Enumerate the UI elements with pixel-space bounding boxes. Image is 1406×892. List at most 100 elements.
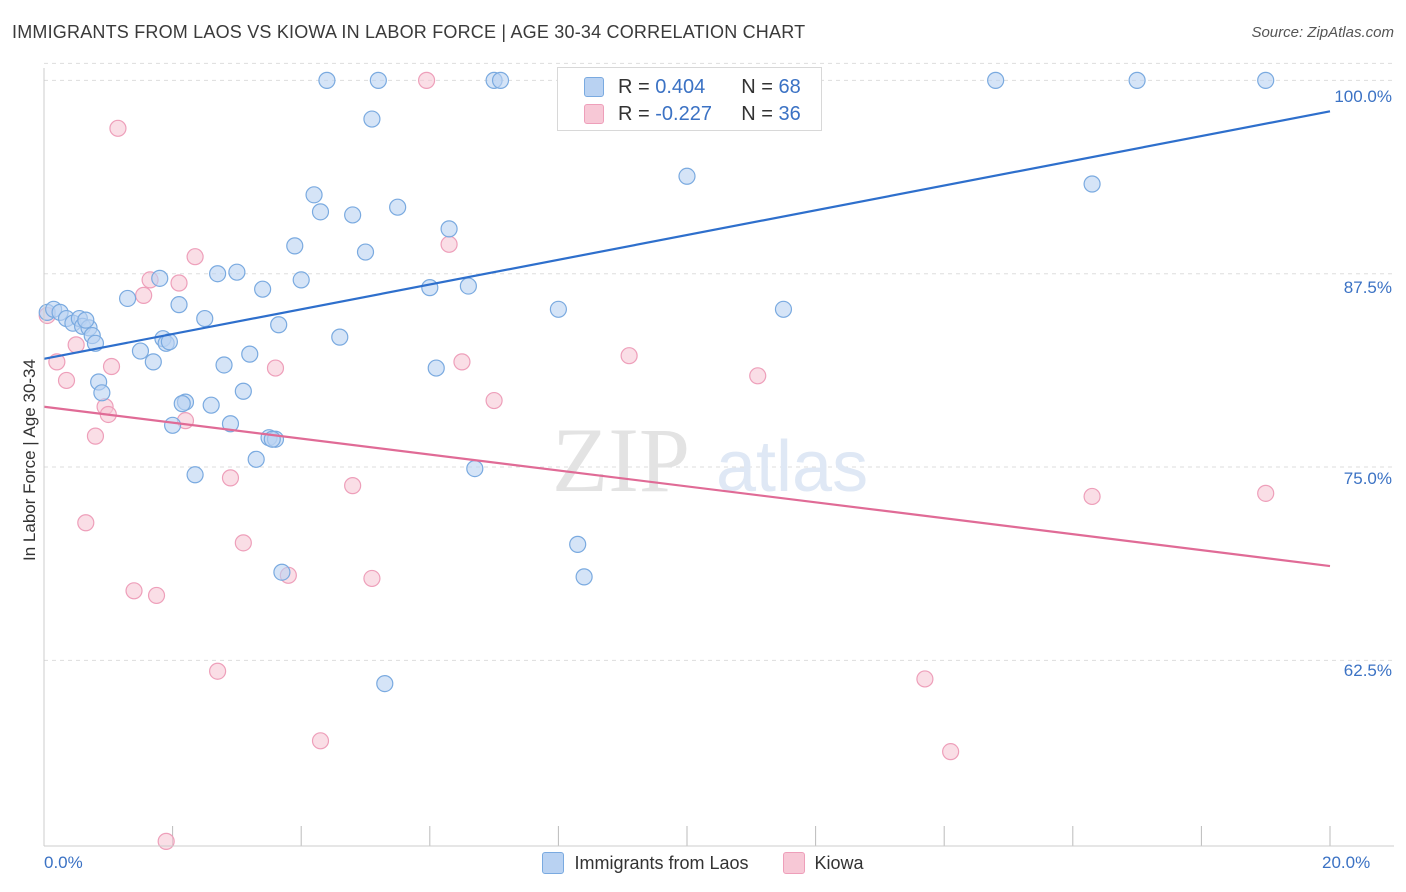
laos-point-65 <box>173 395 191 413</box>
laos-point-31 <box>254 280 272 298</box>
kiowa-point-35 <box>1257 484 1275 502</box>
kiowa-n-label: N = <box>741 102 773 125</box>
laos-point-49 <box>427 359 445 377</box>
laos-point-63 <box>1257 71 1275 89</box>
kiowa-point-8 <box>102 357 121 376</box>
kiowa-point-13 <box>147 586 166 605</box>
laos-point-58 <box>678 167 696 185</box>
laos-n-label: N = <box>741 75 773 98</box>
laos-point-55 <box>549 300 568 318</box>
stats-row-kiowa: R = -0.227 N = 36 <box>584 101 801 127</box>
kiowa-point-20 <box>234 534 252 552</box>
laos-trend-line <box>43 110 1331 360</box>
kiowa-point-27 <box>440 235 458 253</box>
laos-point-14 <box>144 353 162 371</box>
kiowa-point-26 <box>417 71 436 89</box>
laos-point-39 <box>311 203 330 221</box>
kiowa-point-14 <box>157 832 175 850</box>
chart-title: IMMIGRANTS FROM LAOS VS KIOWA IN LABOR F… <box>12 22 806 42</box>
laos-point-42 <box>344 206 362 224</box>
laos-point-22 <box>196 309 214 328</box>
laos-point-43 <box>356 243 375 261</box>
laos-point-46 <box>376 674 394 693</box>
laos-point-34 <box>270 316 288 334</box>
laos-point-51 <box>459 277 477 295</box>
series-legend: Immigrants from Laos Kiowa <box>0 852 1406 874</box>
legend-swatch-kiowa <box>782 852 805 874</box>
laos-point-57 <box>575 568 593 586</box>
laos-point-44 <box>363 110 381 128</box>
laos-point-40 <box>318 71 336 89</box>
laos-point-52 <box>466 460 484 478</box>
kiowa-point-21 <box>266 359 285 377</box>
laos-point-21 <box>186 466 204 484</box>
kiowa-point-15 <box>170 274 188 292</box>
laos-point-19 <box>170 296 188 314</box>
laos-point-11 <box>93 384 111 402</box>
laos-point-36 <box>286 237 304 255</box>
laos-point-25 <box>215 356 233 374</box>
laos-swatch <box>584 77 604 97</box>
laos-point-24 <box>209 265 227 283</box>
laos-point-47 <box>389 198 407 216</box>
laos-point-62 <box>1128 71 1146 89</box>
watermark-zip: ZIP <box>552 409 690 511</box>
laos-point-23 <box>202 396 220 414</box>
laos-point-12 <box>118 289 137 308</box>
y-tick-label-75: 75.0% <box>1343 469 1392 488</box>
kiowa-point-4 <box>77 514 95 532</box>
laos-point-41 <box>331 328 349 346</box>
x-tick-marks <box>43 826 1331 846</box>
legend-item-laos[interactable]: Immigrants from Laos <box>542 852 749 874</box>
laos-point-30 <box>247 450 265 468</box>
laos-point-29 <box>241 345 259 363</box>
trend-lines <box>43 110 1331 568</box>
kiowa-point-31 <box>749 367 767 385</box>
laos-point-37 <box>292 271 310 289</box>
legend-label-laos: Immigrants from Laos <box>574 852 749 873</box>
laos-r-value: 0.404 <box>655 75 706 98</box>
laos-point-28 <box>234 382 252 400</box>
kiowa-point-28 <box>453 353 471 371</box>
kiowa-point-2 <box>57 371 76 390</box>
stats-legend: R = 0.404 N = 68 R = -0.227 N = 36 <box>557 67 822 131</box>
legend-item-kiowa[interactable]: Kiowa <box>782 852 864 874</box>
kiowa-trend-line <box>43 405 1331 568</box>
kiowa-point-32 <box>916 670 934 688</box>
kiowa-point-9 <box>109 119 127 137</box>
kiowa-point-19 <box>221 469 240 487</box>
laos-point-35 <box>273 563 291 581</box>
laos-point-67 <box>77 311 95 329</box>
y-tick-label-87-5: 87.5% <box>1343 278 1392 297</box>
x-tick-label-min: 0.0% <box>44 853 83 872</box>
kiowa-point-18 <box>209 662 227 680</box>
source-label: Source: ZipAtlas.com <box>1251 24 1394 41</box>
laos-point-18 <box>164 416 182 434</box>
laos-point-26 <box>221 415 240 433</box>
laos-n-value: 68 <box>778 75 801 98</box>
kiowa-r-label: R = <box>618 102 650 125</box>
kiowa-point-23 <box>311 732 330 750</box>
kiowa-point-30 <box>620 347 638 365</box>
laos-point-45 <box>369 71 387 89</box>
kiowa-point-10 <box>125 582 143 600</box>
laos-point-48 <box>421 279 439 297</box>
watermark-atlas: atlas <box>716 427 868 507</box>
stats-row-laos: R = 0.404 N = 68 <box>584 74 801 100</box>
kiowa-point-34 <box>1083 487 1101 506</box>
laos-point-13 <box>131 342 150 360</box>
laos-point-56 <box>569 535 587 553</box>
kiowa-point-29 <box>485 391 503 410</box>
laos-point-54 <box>491 71 510 89</box>
laos-r-label: R = <box>618 75 650 98</box>
kiowa-point-11 <box>135 286 153 304</box>
kiowa-n-value: 36 <box>778 102 801 125</box>
y-axis-label: In Labor Force | Age 30-34 <box>20 359 39 561</box>
kiowa-r-value: -0.227 <box>655 102 712 125</box>
laos-point-61 <box>1083 175 1101 193</box>
kiowa-swatch <box>584 104 604 124</box>
y-tick-label-100: 100.0% <box>1334 87 1392 106</box>
kiowa-point-33 <box>942 743 960 761</box>
laos-point-59 <box>774 300 793 318</box>
